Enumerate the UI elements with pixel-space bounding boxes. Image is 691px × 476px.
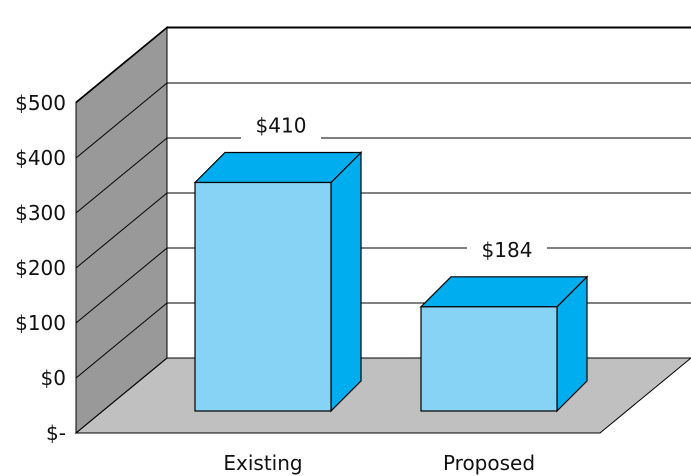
gridline-diagonal: [75, 247, 168, 324]
data-label-bg: [241, 110, 321, 141]
y-tick-label: $0: [41, 366, 66, 390]
gridline-diagonal: [75, 27, 168, 104]
y-tick-label: $300: [15, 201, 66, 225]
y-axis-ticks: $- $0 $100 $200 $300 $400 $500: [15, 91, 66, 445]
bar-proposed: [419, 275, 589, 413]
gridline-diagonal: [75, 137, 168, 214]
chart-walls: [74, 25, 691, 435]
category-label: Proposed: [443, 451, 535, 475]
chart-floor: [74, 357, 691, 434]
gridline-diagonal: [75, 192, 168, 269]
gridline-diagonal: [75, 302, 168, 379]
bar-existing: [193, 151, 363, 413]
bars: [193, 151, 589, 413]
data-label-bg: [467, 234, 547, 265]
y-tick-label: $200: [15, 256, 66, 280]
y-tick-label: $100: [15, 311, 66, 335]
y-tick-label: $500: [15, 91, 66, 115]
data-label: $410: [256, 114, 307, 138]
bar-top: [193, 151, 363, 184]
gridline-diagonal: [75, 357, 168, 434]
x-axis-categories: Existing Proposed: [223, 451, 535, 475]
data-labels: $410 $184: [241, 110, 547, 265]
data-label: $184: [482, 238, 533, 262]
y-tick-label: $-: [46, 421, 66, 445]
bar-front: [420, 306, 558, 412]
bar-front: [194, 181, 332, 412]
gridline-diagonal: [75, 82, 168, 159]
bar-side: [330, 151, 362, 413]
bar-top: [419, 276, 589, 308]
y-tick-label: $400: [15, 146, 66, 170]
category-label: Existing: [223, 451, 302, 475]
